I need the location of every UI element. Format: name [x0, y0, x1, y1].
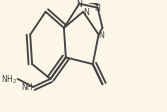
- Text: N: N: [95, 4, 101, 13]
- Text: NH$_2$: NH$_2$: [2, 73, 18, 85]
- Text: N: N: [99, 31, 105, 40]
- Text: N: N: [83, 8, 89, 17]
- Text: NH: NH: [22, 83, 33, 92]
- Text: N: N: [76, 0, 82, 9]
